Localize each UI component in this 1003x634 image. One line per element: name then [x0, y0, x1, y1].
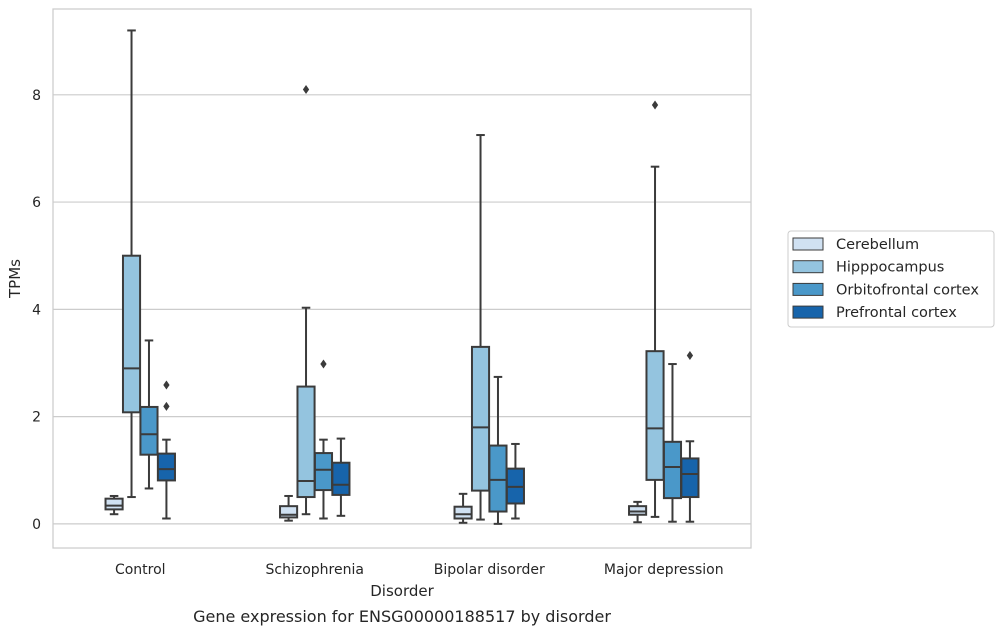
box [628, 505, 648, 516]
legend-label: Prefrontal cortex [836, 305, 957, 321]
box-1-1 [296, 84, 316, 516]
box-plots [104, 29, 700, 525]
outlier-marker [686, 350, 694, 360]
x-axis-label: Disorder [370, 582, 434, 600]
legend-swatch [792, 305, 824, 319]
box [680, 457, 700, 499]
legend-label: Orbitofrontal cortex [836, 282, 979, 298]
box-0-1 [121, 29, 142, 499]
box [104, 497, 124, 511]
y-tick-label: 6 [32, 195, 41, 211]
box [453, 505, 473, 520]
box-2-3 [505, 442, 525, 520]
box [488, 444, 508, 513]
box-1-2 [313, 359, 334, 520]
outlier-marker [320, 359, 327, 369]
box-2-0 [453, 492, 473, 524]
box-2-1 [470, 134, 491, 521]
outlier-marker [302, 84, 310, 94]
outlier-marker [651, 100, 659, 110]
y-tick-labels: 0 2 4 6 8 [32, 88, 41, 533]
box [331, 461, 351, 496]
y-axis-label: TPMs [6, 259, 24, 299]
box [296, 385, 316, 499]
x-tick-label: Bipolar disorder [434, 562, 545, 578]
box-3-0 [628, 500, 648, 524]
box-0-2 [139, 339, 159, 490]
box [662, 440, 683, 500]
box-1-3 [331, 437, 351, 517]
box [156, 452, 176, 482]
legend-frame [787, 230, 995, 328]
legend-swatch [792, 260, 824, 274]
legend-label: Hipppocampus [836, 260, 944, 276]
y-tick-label: 8 [32, 88, 41, 104]
y-tick-label: 2 [32, 410, 41, 426]
box-2-2 [488, 375, 508, 525]
legend: Cerebellum Hipppocampus Orbitofrontal cort… [787, 230, 995, 328]
x-tick-labels: Control Schizophrenia Bipolar disorder Majo… [115, 562, 724, 578]
outlier-marker [163, 401, 170, 411]
box-3-1 [645, 100, 665, 518]
gridlines [53, 94, 751, 525]
legend-label: Cerebellum [836, 237, 919, 253]
box [139, 405, 159, 456]
legend-swatch [792, 237, 824, 251]
box [279, 505, 299, 519]
y-tick-label: 4 [32, 302, 41, 318]
box-3-2 [662, 363, 683, 523]
x-tick-label: Major depression [604, 562, 724, 578]
box [313, 452, 334, 492]
legend-swatch [792, 282, 824, 296]
box [470, 345, 491, 492]
y-tick-label: 0 [32, 517, 41, 533]
x-tick-label: Schizophrenia [266, 562, 364, 578]
box-0-0 [104, 494, 124, 516]
chart-caption: Gene expression for ENSG00000188517 by d… [193, 607, 611, 626]
box [121, 254, 142, 414]
box-0-3 [156, 380, 176, 520]
box [645, 350, 665, 481]
plot-frame [52, 8, 752, 549]
x-tick-label: Control [115, 562, 166, 578]
outlier-marker [163, 380, 170, 390]
box-3-3 [680, 350, 700, 523]
box-1-0 [279, 494, 299, 522]
